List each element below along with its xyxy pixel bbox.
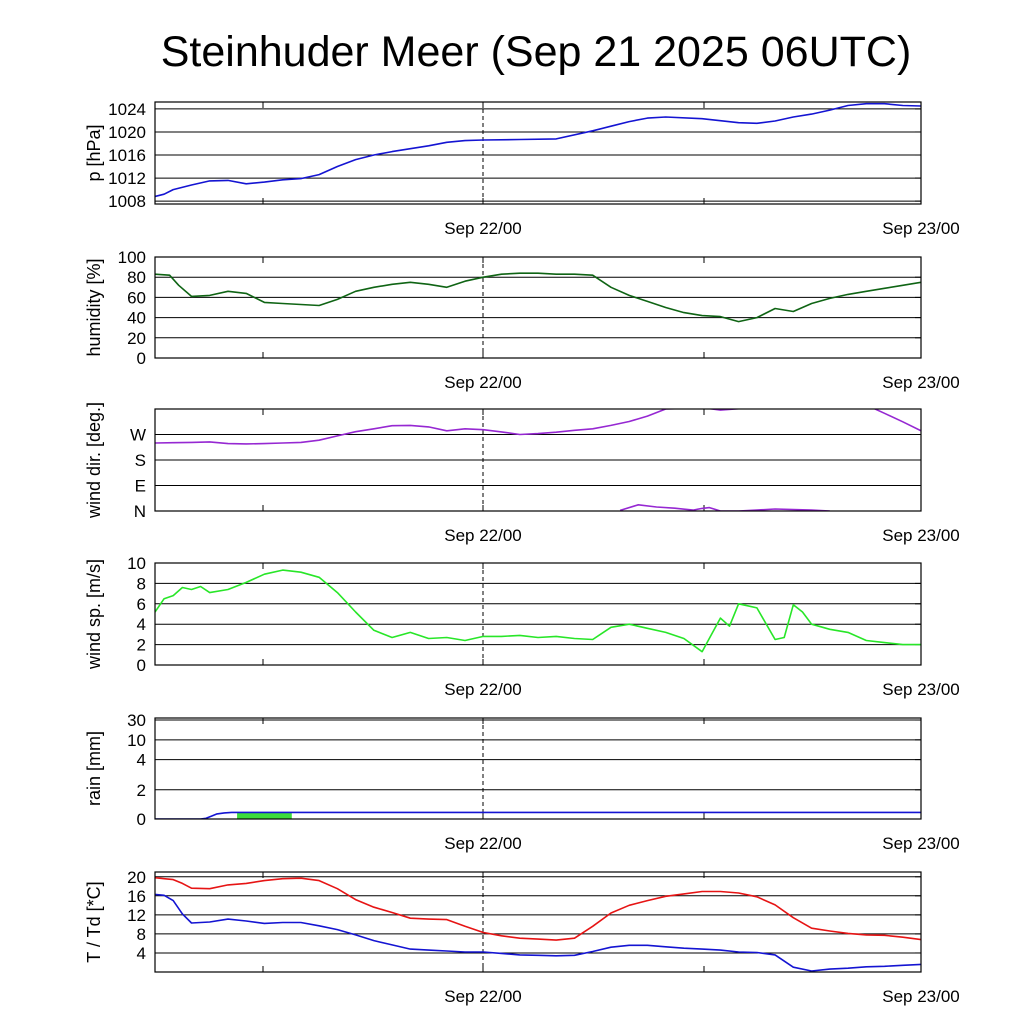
y-tick-label: 4 bbox=[137, 944, 146, 963]
y-tick-label: 1008 bbox=[108, 192, 146, 211]
series-wind-direction-wrapped- bbox=[619, 503, 830, 511]
y-axis-label: p [hPa] bbox=[84, 124, 104, 181]
y-axis-label: rain [mm] bbox=[84, 731, 104, 806]
x-tick-label: Sep 23/00 bbox=[882, 373, 960, 392]
y-tick-label: 1020 bbox=[108, 123, 146, 142]
rain-bar bbox=[237, 812, 292, 819]
y-tick-label: 80 bbox=[127, 268, 146, 287]
series-wind-direction bbox=[155, 409, 921, 445]
y-tick-label: 30 bbox=[127, 711, 146, 730]
y-axis-label: humidity [%] bbox=[84, 258, 104, 356]
y-tick-label: 10 bbox=[127, 731, 146, 750]
x-tick-label: Sep 22/00 bbox=[444, 373, 522, 392]
x-tick-label: Sep 22/00 bbox=[444, 526, 522, 545]
panel-wind-speed: 02 46 810 wind sp. [m/s] Sep 22/00 Sep 23/00 bbox=[84, 554, 960, 699]
chart-title: Steinhuder Meer (Sep 21 2025 06UTC) bbox=[161, 28, 912, 76]
y-tick-label: 0 bbox=[137, 349, 146, 368]
x-tick-label: Sep 23/00 bbox=[882, 834, 960, 853]
x-tick-label: Sep 23/00 bbox=[882, 526, 960, 545]
x-tick-label: Sep 23/00 bbox=[882, 219, 960, 238]
y-tick-label: N bbox=[134, 502, 146, 521]
y-tick-label: 20 bbox=[127, 329, 146, 348]
panel-frame bbox=[154, 408, 922, 512]
x-tick-label: Sep 22/00 bbox=[444, 834, 522, 853]
y-tick-label: 10 bbox=[127, 554, 146, 573]
y-tick-label: 2 bbox=[137, 636, 146, 655]
y-tick-label: 16 bbox=[127, 887, 146, 906]
x-tick-label: Sep 22/00 bbox=[444, 219, 522, 238]
y-tick-label: 1024 bbox=[108, 100, 146, 119]
y-tick-label: 0 bbox=[137, 810, 146, 829]
panel-frame bbox=[154, 101, 922, 205]
y-tick-label: 2 bbox=[137, 781, 146, 800]
y-tick-label: 100 bbox=[118, 248, 146, 267]
series-dewpoint bbox=[155, 893, 921, 972]
y-axis-label: wind sp. [m/s] bbox=[84, 559, 104, 670]
series-pressure bbox=[155, 102, 921, 198]
y-tick-label: 20 bbox=[127, 868, 146, 887]
panel-frame bbox=[154, 562, 922, 666]
y-tick-label: 1016 bbox=[108, 146, 146, 165]
y-tick-label: S bbox=[135, 451, 146, 470]
y-tick-label: E bbox=[135, 477, 146, 496]
y-tick-label: 8 bbox=[137, 574, 146, 593]
y-tick-label: 40 bbox=[127, 309, 146, 328]
panel-frame bbox=[154, 717, 922, 820]
y-tick-label: 4 bbox=[137, 615, 146, 634]
x-tick-label: Sep 22/00 bbox=[444, 680, 522, 699]
y-tick-label: 0 bbox=[137, 656, 146, 675]
x-tick-label: Sep 23/00 bbox=[882, 680, 960, 699]
series-wind-speed bbox=[155, 569, 921, 653]
y-tick-label: 6 bbox=[137, 595, 146, 614]
y-tick-label: 8 bbox=[137, 925, 146, 944]
panel-frame bbox=[154, 871, 922, 973]
y-tick-label: 60 bbox=[127, 288, 146, 307]
x-tick-label: Sep 22/00 bbox=[444, 987, 522, 1006]
y-tick-label: 1012 bbox=[108, 169, 146, 188]
y-axis-label: wind dir. [deg.] bbox=[84, 402, 104, 519]
y-tick-label: W bbox=[130, 426, 146, 445]
panel-frame bbox=[154, 256, 922, 359]
y-axis-label: T / Td [*C] bbox=[84, 881, 104, 962]
x-tick-label: Sep 23/00 bbox=[882, 987, 960, 1006]
y-tick-label: 4 bbox=[137, 751, 146, 770]
y-tick-label: 12 bbox=[127, 906, 146, 925]
series-temperature bbox=[155, 876, 921, 941]
series-humidity bbox=[155, 272, 921, 323]
